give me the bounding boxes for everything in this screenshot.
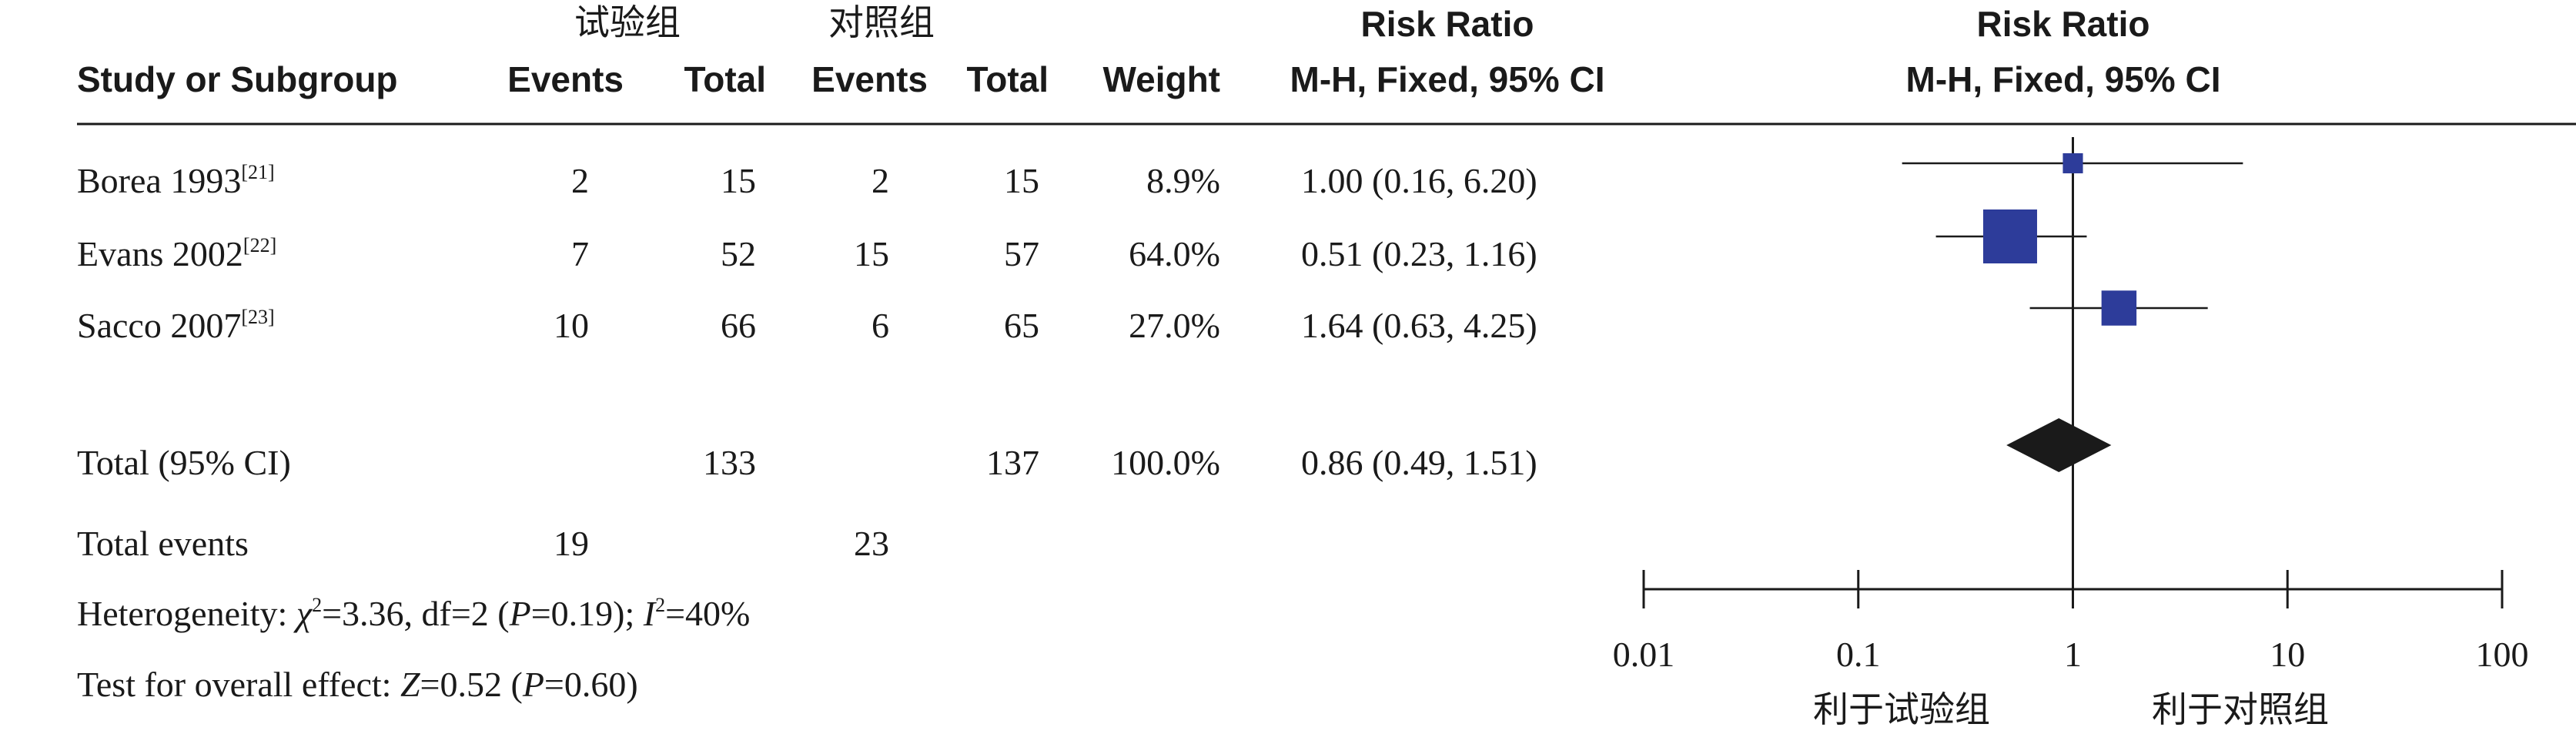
header-exp-total: Total xyxy=(684,59,766,99)
ci-cell: 1.00 (0.16, 6.20) xyxy=(1301,161,1537,200)
ci-cell: 0.51 (0.23, 1.16) xyxy=(1301,234,1537,273)
pooled-diamond xyxy=(2006,418,2112,472)
exp-total-cell: 66 xyxy=(721,306,756,345)
header-rr-method: M-H, Fixed, 95% CI xyxy=(1290,59,1605,99)
header-plot-method: M-H, Fixed, 95% CI xyxy=(1905,59,2221,99)
exp-total-cell: 52 xyxy=(721,234,756,273)
heterogeneity-text: Heterogeneity: χ2=3.36, df=2 (P=0.19); I… xyxy=(77,594,751,633)
plot-marks: 0.01 0.1 1 10 100 xyxy=(1613,137,2529,674)
overall-effect-text: Test for overall effect: Z=0.52 (P=0.60) xyxy=(77,665,638,704)
total-weight: 100.0% xyxy=(1111,443,1220,482)
study-reference: [22] xyxy=(243,234,277,256)
ctrl-total-cell: 57 xyxy=(1004,234,1039,273)
ctrl-events-cell: 6 xyxy=(871,306,889,345)
favours-experimental-label: 利于试验组 xyxy=(1813,689,1990,730)
total-events-label: Total events xyxy=(77,524,249,563)
x-tick-label: 1 xyxy=(2064,635,2082,674)
header-ctrl-events: Events xyxy=(811,59,928,99)
study-reference: [23] xyxy=(241,306,275,328)
total-ctrl-total: 137 xyxy=(986,443,1039,482)
header-weight: Weight xyxy=(1102,59,1220,99)
total-exp-events: 19 xyxy=(554,524,589,563)
ci-cell: 1.64 (0.63, 4.25) xyxy=(1301,306,1537,345)
header-plot-title: Risk Ratio xyxy=(1976,4,2150,44)
study-marker xyxy=(2101,290,2137,326)
header-group-control: 对照组 xyxy=(828,2,935,43)
header-ctrl-total: Total xyxy=(966,59,1049,99)
exp-total-cell: 15 xyxy=(721,161,756,200)
study-marker xyxy=(1982,209,2037,263)
total-label: Total (95% CI) xyxy=(77,443,291,482)
weight-cell: 8.9% xyxy=(1146,161,1220,200)
weight-cell: 64.0% xyxy=(1129,234,1220,273)
weight-cell: 27.0% xyxy=(1129,306,1220,345)
header-group-experimental: 试验组 xyxy=(574,2,681,43)
exp-events-cell: 10 xyxy=(554,306,589,345)
study-marker xyxy=(2062,152,2083,174)
total-ctrl-events: 23 xyxy=(854,524,889,563)
favours-control-label: 利于对照组 xyxy=(2152,689,2329,730)
header-exp-events: Events xyxy=(507,59,624,99)
x-tick-label: 0.01 xyxy=(1613,635,1675,674)
study-name: Sacco 2007[23] xyxy=(77,306,275,345)
ctrl-events-cell: 15 xyxy=(854,234,889,273)
ctrl-total-cell: 65 xyxy=(1004,306,1039,345)
study-name: Evans 2002[22] xyxy=(77,234,277,273)
study-reference: [21] xyxy=(241,161,275,183)
x-tick-label: 100 xyxy=(2476,635,2529,674)
header-rr-title: Risk Ratio xyxy=(1360,4,1534,44)
ctrl-total-cell: 15 xyxy=(1004,161,1039,200)
header-study-label: Study or Subgroup xyxy=(77,59,398,99)
total-ci: 0.86 (0.49, 1.51) xyxy=(1301,443,1537,482)
study-name: Borea 1993[21] xyxy=(77,161,275,200)
x-tick-label: 0.1 xyxy=(1836,635,1881,674)
exp-events-cell: 7 xyxy=(571,234,589,273)
exp-events-cell: 2 xyxy=(571,161,589,200)
ctrl-events-cell: 2 xyxy=(871,161,889,200)
x-tick-label: 10 xyxy=(2270,635,2305,674)
total-exp-total: 133 xyxy=(703,443,756,482)
